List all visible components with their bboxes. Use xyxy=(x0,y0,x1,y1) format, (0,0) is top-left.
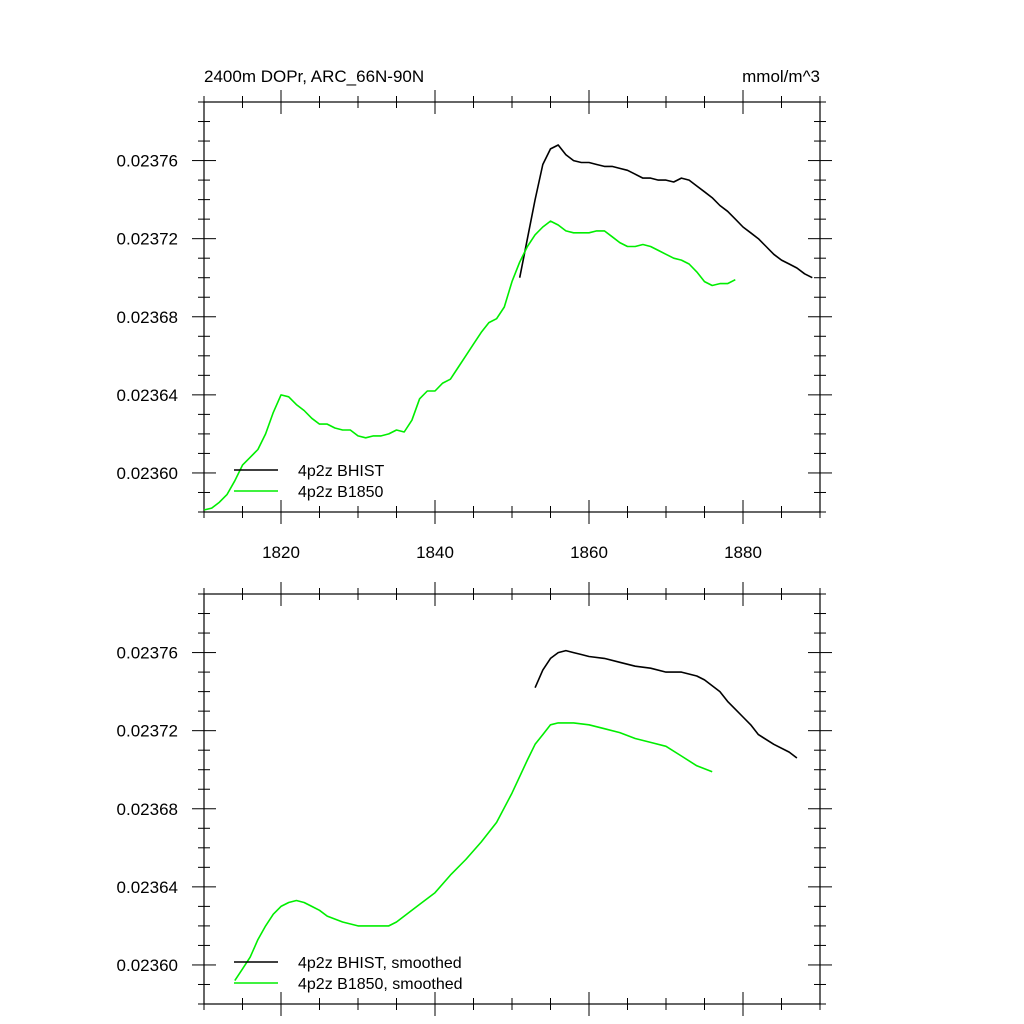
top-panel: 1820 1840 1860 1880 0.02360 0.02364 0.02368 0.0… xyxy=(117,90,832,562)
y-tick-label: 0.02376 xyxy=(117,644,178,663)
y-tick-label: 0.02372 xyxy=(117,230,178,249)
plot-frame xyxy=(203,593,821,1005)
y-tick-label: 0.02376 xyxy=(117,152,178,171)
y-tick-label: 0.02368 xyxy=(117,308,178,327)
units-label: mmol/m^3 xyxy=(742,67,820,86)
y-tick-label: 0.02360 xyxy=(117,956,178,975)
y-tick-label: 0.02364 xyxy=(117,386,178,405)
series-line-1 xyxy=(203,220,736,511)
bottom-panel: 0.02360 0.02364 0.02368 0.02372 0.02376 4p2z … xyxy=(117,582,832,1016)
x-tick-label: 1840 xyxy=(416,543,454,562)
x-tick-label: 1860 xyxy=(570,543,608,562)
chart-title: 2400m DOPr, ARC_66N-90N xyxy=(204,67,424,86)
x-tick-label: 1880 xyxy=(724,543,762,562)
series-line-1 xyxy=(234,722,713,982)
legend-label: 4p2z B1850, smoothed xyxy=(298,976,463,993)
legend-label: 4p2z BHIST xyxy=(298,463,384,480)
y-tick-label: 0.02364 xyxy=(117,878,178,897)
y-tick-label: 0.02372 xyxy=(117,722,178,741)
legend-label: 4p2z BHIST, smoothed xyxy=(298,955,462,972)
series-line-0 xyxy=(534,649,798,759)
series-line-0 xyxy=(518,144,813,279)
y-tick-label: 0.02360 xyxy=(117,464,178,483)
legend-label: 4p2z B1850 xyxy=(298,484,384,501)
plot-frame xyxy=(203,101,821,513)
y-tick-label: 0.02368 xyxy=(117,800,178,819)
x-tick-label: 1820 xyxy=(262,543,300,562)
